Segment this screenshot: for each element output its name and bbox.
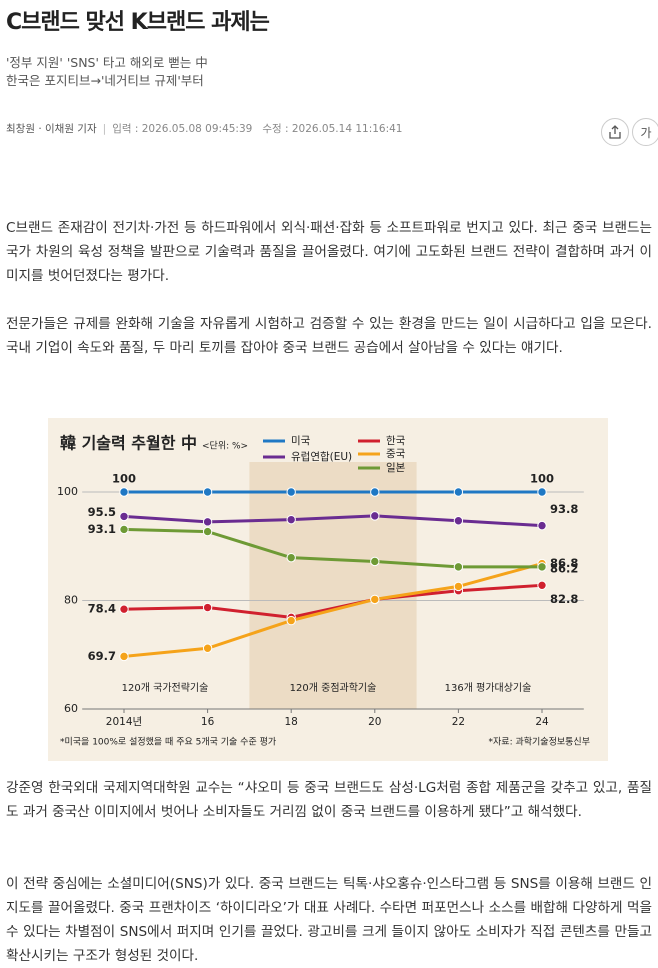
series-line [123,562,543,658]
subtitle: '정부 지원' 'SNS' 타고 해외로 뻗는 中 [6,55,208,70]
chart: 韓 기술력 추월한 中 <단위: %> 60 80 100 2014년 16 18 20 22 24… [48,418,608,761]
data-point [202,487,213,497]
data-point [370,487,380,497]
x-tick-label: 22 [452,716,465,728]
data-label: 100 [112,472,136,486]
subtitle: 한국은 포지티브→'네거티브 규제'부터 [6,73,204,88]
data-label: 93.1 [88,522,116,536]
chart-source: *자료: 과학기술정보통신부 [489,737,590,748]
y-tick-label: 100 [57,485,78,498]
legend-label: 유럽연합(EU) [291,450,352,463]
data-point [202,602,213,613]
data-point [453,487,464,497]
data-label: 78.4 [88,602,116,616]
paragraph: 전문가들은 규제를 완화해 기술을 자유롭게 시험하고 검증할 수 있는 환경을… [6,316,652,356]
x-tick-label: 2014년 [106,716,142,728]
data-point [453,562,464,572]
data-label: 86.8 [550,556,578,570]
data-point [202,643,213,653]
data-point [453,516,464,526]
paragraph: 이 전략 중심에는 소셜미디어(SNS)가 있다. 중국 브랜드는 틱톡·샤오홍… [6,876,652,964]
font-size-button[interactable]: 가 [632,118,658,146]
data-label: 86.2 [550,561,578,575]
data-point [370,511,380,521]
data-point [286,514,296,525]
data-point [202,517,213,527]
unit-label: <단위: %> [202,441,248,452]
band-annotation: 120개 국가전략기술 [122,682,209,694]
data-label: 100 [530,472,554,486]
legend-label: 미국 [291,435,311,447]
legend-label: 한국 [386,435,406,447]
data-point [119,524,129,535]
data-label: 69.7 [88,649,116,663]
data-label: 95.5 [88,505,116,519]
data-point [286,487,296,497]
chart-note: *미국을 100%로 설정했을 때 주요 5개국 기술 수준 평가 [60,736,276,748]
share-button[interactable] [601,118,629,146]
band-annotation: 120개 중점과학기술 [290,682,377,694]
band-annotation: 136개 평가대상기술 [445,682,532,694]
x-tick-label: 16 [201,716,215,728]
updated-date: 수정 : 2026.05.14 11:16:41 [262,123,403,135]
data-label: 82.8 [550,592,578,606]
legend-label: 일본 [386,461,406,474]
published-date: 입력 : 2026.05.08 09:45:39 [112,123,253,135]
y-tick-label: 80 [64,594,78,607]
data-point [286,552,296,563]
x-tick-label: 20 [368,716,381,728]
data-point [537,487,547,497]
paragraph: C브랜드 존재감이 전기차·가전 등 하드파워에서 외식·패션·잡화 등 소프트… [6,220,652,284]
x-tick-label: 24 [535,716,549,728]
highlight-band [249,462,417,709]
data-point [119,651,129,662]
share-icon [609,125,621,139]
series-line [123,583,543,619]
x-tick-label: 18 [285,716,298,728]
data-point [453,581,464,592]
series-line [123,514,543,528]
paragraph: 강준영 한국외대 국제지역대학원 교수는 “샤오미 등 중국 브랜드도 삼성·L… [6,780,652,820]
data-point [370,594,380,605]
byline: 최창원 · 이채원 기자 | 입력 : 2026.05.08 09:45:39 수정 … [6,123,403,135]
data-label: 93.8 [550,502,578,516]
data-point [119,487,129,497]
data-point [286,615,296,626]
chart-title: 韓 기술력 추월한 中 [60,434,197,453]
data-point [537,580,547,591]
series-line [123,527,542,569]
article-title: C브랜드 맞선 K브랜드 과제는 [6,10,270,35]
data-point [119,511,129,522]
data-point [537,562,547,572]
y-tick-label: 60 [64,702,78,715]
data-point [537,520,547,531]
data-point [119,604,129,614]
legend-label: 중국 [386,448,406,460]
reporters: 최창원 · 이채원 기자 [6,123,97,135]
data-point [202,526,213,537]
data-point [370,556,380,567]
